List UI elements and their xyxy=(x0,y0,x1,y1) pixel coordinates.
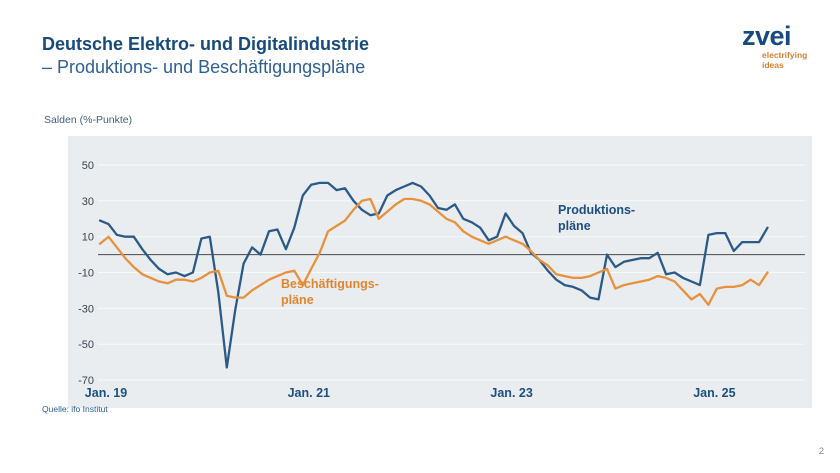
zvei-logo-tagline-line1: electrifying xyxy=(762,50,808,60)
page-title: Deutsche Elektro- und Digitalindustrie xyxy=(42,34,370,54)
chart: 50 30 10 -10 -30 -50 -70 Produktions- pläne Be… xyxy=(68,136,812,408)
produktionsplaene-label-line1: Produktions- xyxy=(558,203,636,217)
y-axis-tick-label: -70 xyxy=(78,375,94,387)
beschaeftigungsplaene-label-line1: Beschäftigungs- xyxy=(281,277,379,291)
y-axis-tick-label: 50 xyxy=(82,160,94,172)
y-axis-tick-label: -30 xyxy=(78,303,94,315)
x-axis-tick-label: Jan. 25 xyxy=(693,386,736,400)
zvei-logo: zvei electrifying ideas xyxy=(742,22,822,70)
y-axis-tick-label: -10 xyxy=(78,268,94,280)
zvei-logo-wordmark: zvei xyxy=(742,21,792,51)
zvei-logo-tagline-line2: ideas xyxy=(762,59,784,70)
zvei-logo-tagline: electrifying ideas xyxy=(762,50,822,70)
page-number: 2 xyxy=(818,446,824,457)
y-axis-tick-label: 10 xyxy=(82,232,94,244)
beschaeftigungsplaene-label-line2: pläne xyxy=(281,293,314,307)
x-axis-tick-label: Jan. 21 xyxy=(287,386,330,400)
line-chart: 50 30 10 -10 -30 -50 -70 xyxy=(78,160,805,387)
produktionsplaene-label: Produktions- pläne xyxy=(558,202,635,234)
page-subtitle: – Produktions- und Beschäftigungspläne xyxy=(42,57,366,77)
header-title: Deutsche Elektro- und Digitalindustrie –… xyxy=(42,33,369,79)
produktionsplaene-line xyxy=(98,181,769,369)
x-axis-tick-label: Jan. 23 xyxy=(490,386,533,400)
beschaeftigungsplaene-line xyxy=(98,197,769,306)
source-note: Quelle: ifo Institut xyxy=(42,404,108,414)
x-axis-tick-label: Jan. 19 xyxy=(84,386,128,400)
y-axis-title: Salden (%-Punkte) xyxy=(44,114,133,126)
y-axis-tick-label: -50 xyxy=(78,339,94,351)
y-axis-tick-label: 30 xyxy=(82,196,94,208)
beschaeftigungsplaene-label: Beschäftigungs- pläne xyxy=(281,276,379,308)
produktionsplaene-label-line2: pläne xyxy=(558,219,591,233)
